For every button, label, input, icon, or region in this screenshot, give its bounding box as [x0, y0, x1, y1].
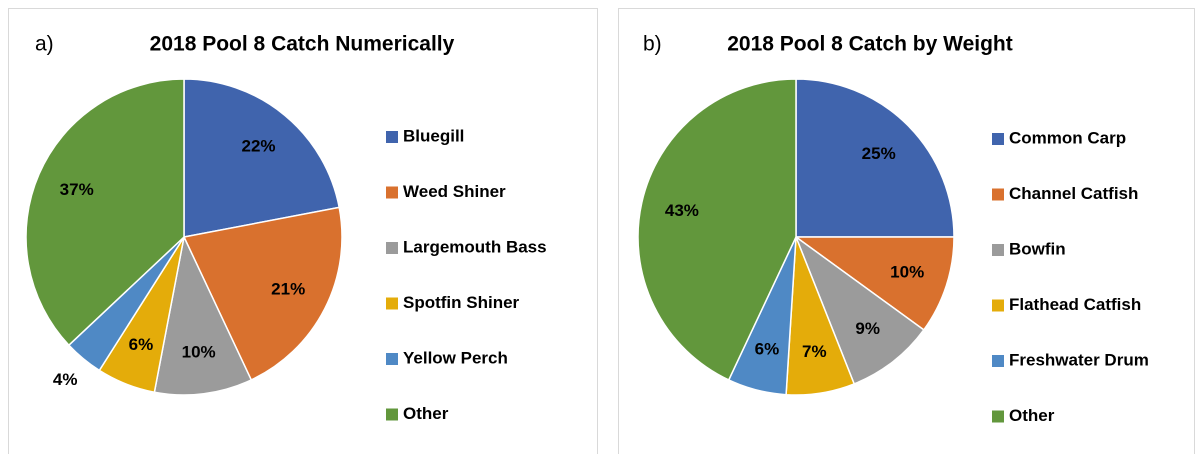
- legend-label: Flathead Catfish: [1009, 295, 1141, 314]
- legend-swatch: [386, 186, 398, 199]
- legend-label: Spotfin Shiner: [403, 293, 520, 312]
- legend-swatch: [992, 188, 1004, 201]
- legend-label: Largemouth Bass: [403, 237, 547, 256]
- legend-swatch: [992, 355, 1004, 367]
- legend-label: Freshwater Drum: [1009, 350, 1149, 369]
- data-label: 21%: [271, 280, 305, 299]
- data-label: 10%: [890, 263, 924, 282]
- pie-slice: [182, 206, 343, 381]
- legend-label: Channel Catfish: [1009, 184, 1138, 203]
- data-label: 4%: [53, 370, 78, 389]
- panel-label: b): [643, 33, 662, 56]
- legend-label: Bowfin: [1009, 239, 1066, 258]
- chart-title: 2018 Pool 8 Catch Numerically: [150, 33, 455, 56]
- pie-slice: [637, 78, 797, 381]
- data-label: 6%: [755, 340, 780, 359]
- legend-label: Yellow Perch: [403, 348, 508, 367]
- panel-label: a): [35, 33, 54, 56]
- legend-swatch: [992, 410, 1004, 423]
- chart-title: 2018 Pool 8 Catch by Weight: [727, 33, 1013, 56]
- legend-swatch: [386, 242, 398, 254]
- data-label: 43%: [665, 201, 699, 220]
- pie-slice: [793, 236, 955, 331]
- legend-label: Other: [403, 404, 449, 423]
- pie-slice: [794, 234, 925, 385]
- data-label: 37%: [60, 180, 94, 199]
- legend-swatch: [386, 408, 398, 421]
- pie-slice: [153, 234, 253, 396]
- legend-swatch: [992, 299, 1004, 312]
- legend-label: Bluegill: [403, 126, 464, 145]
- pie-slice: [183, 78, 341, 238]
- legend-label: Other: [1009, 406, 1055, 425]
- pie-slice: [795, 78, 955, 238]
- legend-swatch: [386, 353, 398, 365]
- legend-swatch: [386, 131, 398, 143]
- data-label: 10%: [182, 342, 216, 361]
- data-label: 7%: [802, 342, 827, 361]
- pie-slice: [25, 78, 185, 347]
- data-label: 22%: [242, 136, 276, 155]
- legend-swatch: [992, 133, 1004, 145]
- legend-swatch: [992, 244, 1004, 256]
- legend-swatch: [386, 297, 398, 310]
- data-label: 25%: [862, 144, 896, 163]
- legend-label: Common Carp: [1009, 128, 1126, 147]
- legend-label: Weed Shiner: [403, 182, 506, 201]
- data-label: 6%: [129, 335, 154, 354]
- data-label: 9%: [855, 319, 880, 338]
